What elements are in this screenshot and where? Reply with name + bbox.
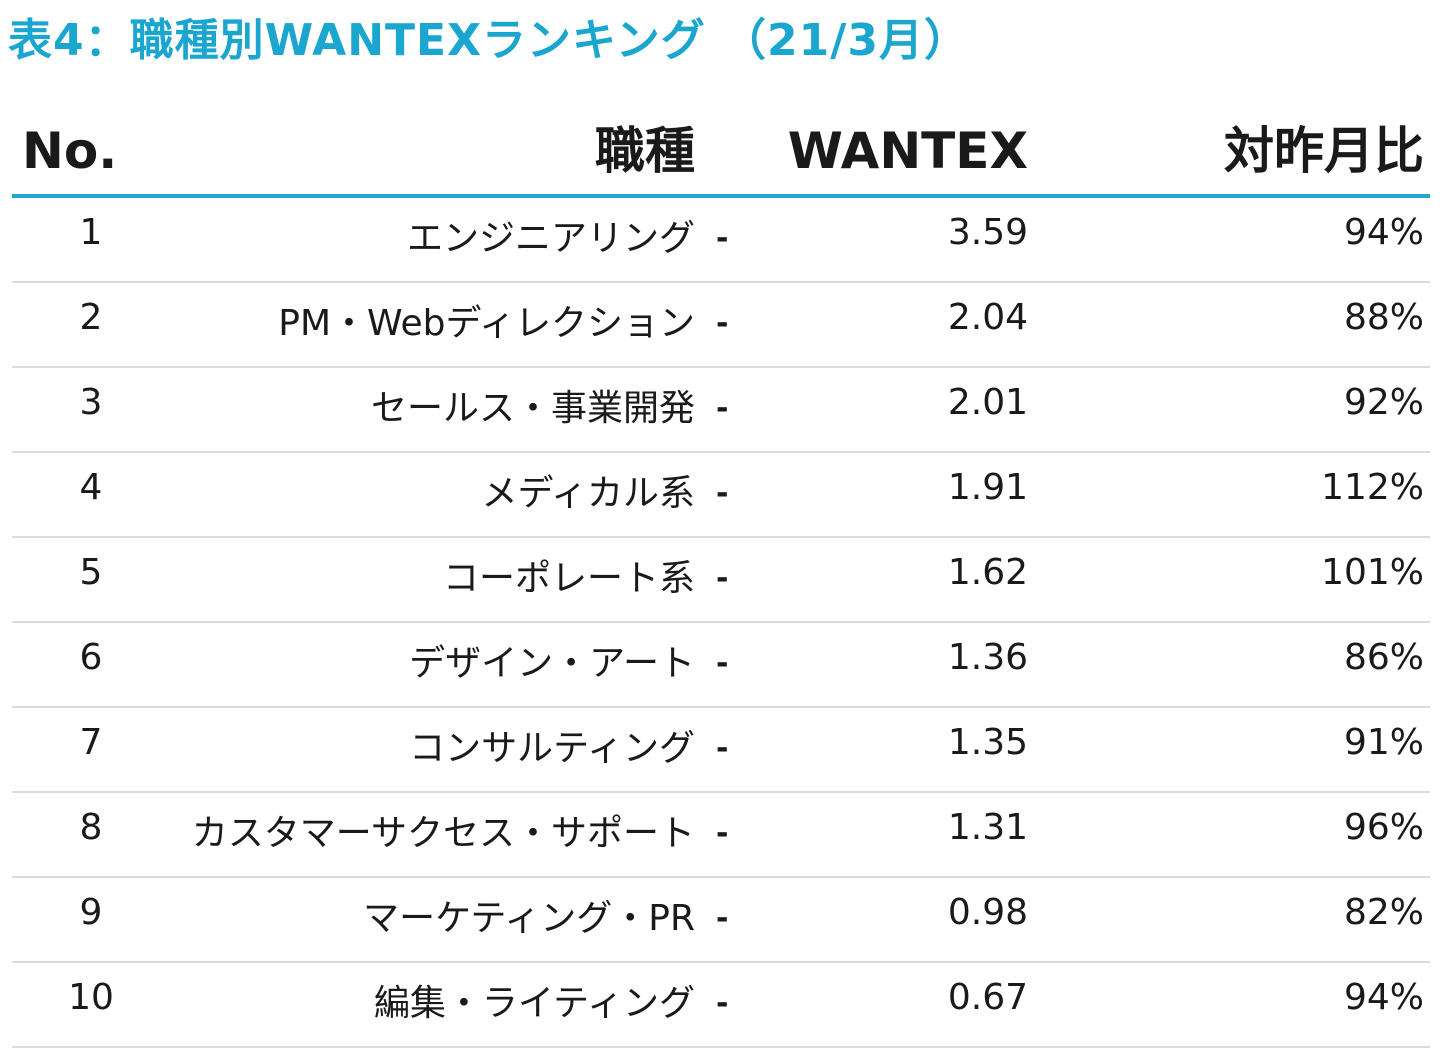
header-wantex: WANTEX [787,122,1028,180]
rank-number: 8 [79,807,103,848]
rank-number: 6 [79,637,103,678]
trend-indicator: - [716,816,729,851]
trend-indicator: - [716,646,729,681]
trend-indicator: - [716,476,729,511]
ranking-table: No. 職種 WANTEX 対昨月比 1 エンジニアリング -3.59 94% 2 PM・… [12,108,1430,1048]
wantex-value: 1.31 [947,807,1028,848]
table-row: 1 エンジニアリング - 3.59 94% [12,198,1430,283]
table-row: 8 カスタマーサクセス・サポート - 1.31 96% [12,793,1430,878]
month-over-month-value: 112% [1321,467,1424,508]
wantex-value: 1.62 [947,552,1028,593]
month-over-month-value: 88% [1343,297,1424,338]
header-month-over-month: 対昨月比 [1224,122,1424,180]
month-over-month-value: 92% [1343,382,1424,423]
trend-indicator: - [716,731,729,766]
wantex-value: 0.98 [947,892,1028,933]
month-over-month-value: 86% [1343,637,1424,678]
wantex-value: 1.91 [947,467,1028,508]
wantex-value: 0.67 [947,977,1028,1018]
table-row: 2 PM・Webディレクション - 2.04 88% [12,283,1430,368]
job-category: マーケティング・PR [363,898,695,939]
month-over-month-value: 94% [1343,977,1424,1018]
job-category: セールス・事業開発 [370,388,695,429]
wantex-value: 2.04 [947,297,1028,338]
table-row: 3 セールス・事業開発 - 2.01 92% [12,368,1430,453]
job-category: カスタマーサクセス・サポート [191,813,695,854]
trend-indicator: - [716,221,729,256]
wantex-value: 3.59 [947,212,1028,253]
month-over-month-value: 82% [1343,892,1424,933]
job-category: コンサルティング [409,728,695,769]
job-category: メディカル系 [481,473,695,514]
rank-number: 3 [79,382,103,423]
month-over-month-value: 91% [1343,722,1424,763]
rank-number: 7 [79,722,103,763]
table-body: 1 エンジニアリング -3.59 94% 2 PM・Webディレクション -2.04 88% 3… [12,198,1430,1048]
month-over-month-value: 96% [1343,807,1424,848]
table-row: 5 コーポレート系 - 1.62 101% [12,538,1430,623]
job-category: エンジニアリング [406,218,695,259]
table-title: 表4：職種別WANTEXランキング （21/3月） [8,15,969,66]
trend-indicator: - [716,561,729,596]
table-row: 4 メディカル系 - 1.91 112% [12,453,1430,538]
job-category: コーポレート系 [442,558,695,599]
wantex-value: 2.01 [947,382,1028,423]
job-category: 編集・ライティング [373,983,695,1024]
table-header: No. 職種 WANTEX 対昨月比 [12,108,1430,198]
rank-number: 9 [79,892,103,933]
rank-number: 1 [79,212,103,253]
job-category: デザイン・アート [409,643,695,684]
rank-number: 4 [79,467,103,508]
table-row: 7 コンサルティング - 1.35 91% [12,708,1430,793]
job-category: PM・Webディレクション [278,303,695,344]
trend-indicator: - [716,901,729,936]
table-row: 6 デザイン・アート - 1.36 86% [12,623,1430,708]
month-over-month-value: 94% [1343,212,1424,253]
trend-indicator: - [716,391,729,426]
rank-number: 2 [79,297,103,338]
table-row: 10 編集・ライティング - 0.67 94% [12,963,1430,1048]
month-over-month-value: 101% [1321,552,1424,593]
trend-indicator: - [716,306,729,341]
header-no: No. [22,122,118,180]
rank-number: 10 [68,977,114,1018]
header-job: 職種 [595,122,695,180]
trend-indicator: - [716,986,729,1021]
wantex-value: 1.36 [947,637,1028,678]
rank-number: 5 [79,552,103,593]
wantex-value: 1.35 [947,722,1028,763]
table-row: 9 マーケティング・PR - 0.98 82% [12,878,1430,963]
